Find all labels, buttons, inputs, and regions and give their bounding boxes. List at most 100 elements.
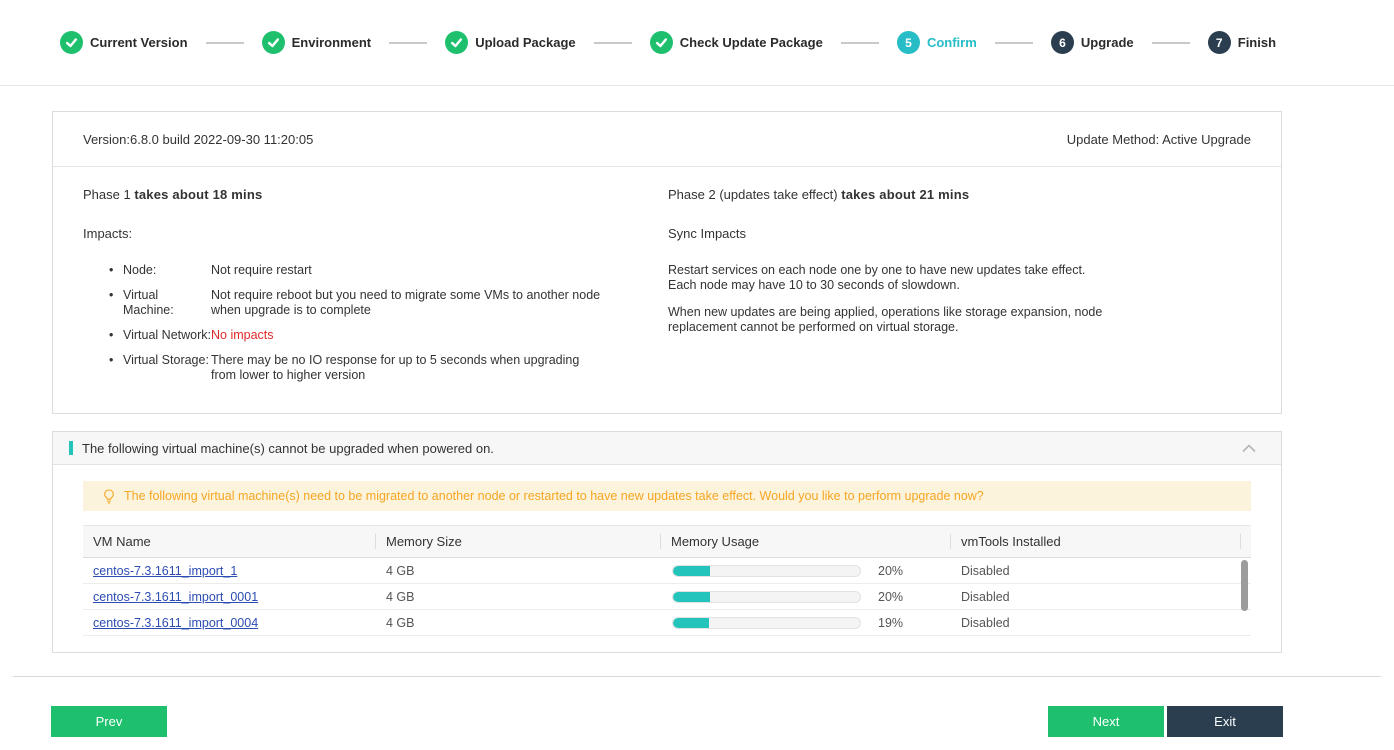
memory-usage-percent: 20% [878, 589, 904, 604]
impacts-label: Impacts: [83, 226, 133, 241]
next-button[interactable]: Next [1048, 706, 1164, 737]
vm-name-cell: centos-7.3.1611_import_0004 [83, 616, 376, 630]
phase1-column: Phase 1 takes about 18 mins Impacts: Nod… [83, 187, 668, 393]
scrollbar-thumb[interactable] [1241, 560, 1248, 611]
check-icon [267, 38, 279, 48]
vm-name-link[interactable]: centos-7.3.1611_import_1 [93, 563, 238, 578]
step-connector-line [389, 41, 428, 44]
step-label: Environment [291, 35, 372, 50]
step-connector-line [205, 41, 244, 44]
step-badge [261, 31, 285, 54]
memory-usage-bar [672, 616, 861, 629]
step-connector-line [593, 41, 632, 44]
main-content: Version:6.8.0 build 2022-09-30 11:20:05 … [0, 111, 1394, 737]
check-icon [655, 38, 667, 48]
step-badge [60, 31, 83, 54]
version-row: Version:6.8.0 build 2022-09-30 11:20:05 … [53, 112, 1281, 167]
memory-usage-bar [672, 590, 861, 603]
migration-notice-text: The following virtual machine(s) need to… [124, 489, 984, 503]
impact-text: No impacts [211, 328, 274, 342]
bulb-icon [104, 488, 114, 504]
vm-name-link[interactable]: centos-7.3.1611_import_0001 [93, 589, 259, 604]
memory-usage-percent: 20% [878, 563, 904, 578]
step-badge [445, 31, 469, 54]
migration-notice: The following virtual machine(s) need to… [83, 481, 1251, 511]
impact-item: Node: Not require restart [109, 263, 668, 278]
check-icon [451, 38, 463, 48]
memory-usage-bar-fill [673, 565, 711, 576]
step-connector-line [994, 41, 1033, 44]
stepper: Current Version Environment Upload Packa… [60, 31, 1276, 54]
exit-button[interactable]: Exit [1167, 706, 1283, 737]
prev-button[interactable]: Prev [51, 706, 167, 737]
phase1-title-duration: takes about 18 mins [134, 187, 263, 202]
step-number: 6 [1059, 35, 1066, 50]
impact-item: Virtual Network: No impacts [109, 328, 668, 343]
upgrade-info-panel: Version:6.8.0 build 2022-09-30 11:20:05 … [52, 111, 1282, 414]
vm-table: VM Name Memory Size Memory Usage vmTools… [83, 525, 1251, 636]
update-method-text: Update Method: Active Upgrade [1066, 131, 1251, 147]
step-check-update-package: Check Update Package [649, 31, 823, 54]
sync-impact-paragraph: When new updates are being applied, oper… [668, 305, 1103, 334]
phase2-column: Phase 2 (updates take effect) takes abou… [668, 187, 1251, 393]
vm-warning-panel: The following virtual machine(s) cannot … [52, 431, 1282, 653]
footer-divider [13, 676, 1381, 677]
step-upload-package: Upload Package [445, 31, 576, 54]
step-finish: 7 Finish [1207, 31, 1276, 54]
wizard-stepper-bar: Current Version Environment Upload Packa… [0, 0, 1394, 86]
column-header-vmtools: vmTools Installed [951, 526, 1251, 557]
memory-size-cell: 4 GB [386, 589, 415, 604]
table-row: centos-7.3.1611_import_1 4 GB 20% Disabl… [83, 558, 1251, 584]
step-label: Confirm [926, 35, 977, 50]
column-header-vm-name: VM Name [83, 526, 376, 557]
vmtools-cell: Disabled [961, 589, 1010, 604]
impact-text: Not require restart [211, 263, 312, 277]
step-connector-line [1151, 41, 1190, 44]
vm-section-body: The following virtual machine(s) need to… [53, 465, 1281, 652]
impact-label: Virtual Machine: [123, 288, 174, 317]
step-upgrade: 6 Upgrade [1050, 31, 1134, 54]
phase2-title-duration: takes about 21 mins [841, 187, 970, 202]
phase1-title: Phase 1 takes about 18 mins [83, 187, 668, 202]
step-label: Upload Package [475, 35, 576, 50]
phase1-title-prefix: Phase 1 [83, 187, 135, 202]
vm-name-cell: centos-7.3.1611_import_0001 [83, 590, 376, 604]
table-row: centos-7.3.1611_import_0001 4 GB 20% Dis… [83, 584, 1251, 610]
vm-table-body: centos-7.3.1611_import_1 4 GB 20% Disabl… [83, 558, 1251, 636]
vm-name-link[interactable]: centos-7.3.1611_import_0004 [93, 615, 259, 630]
memory-usage-cell: 19% [661, 616, 951, 630]
impact-text: There may be no IO response for up to 5 … [211, 353, 580, 382]
step-environment: Environment [261, 31, 372, 54]
step-current-version: Current Version [60, 31, 188, 54]
step-label: Upgrade [1080, 35, 1134, 50]
sync-impacts-label: Sync Impacts [668, 226, 747, 241]
chevron-up-icon[interactable] [1241, 443, 1257, 453]
step-connector-line [840, 41, 879, 44]
vmtools-cell: Disabled [961, 615, 1010, 630]
step-confirm: 5 Confirm [896, 31, 977, 54]
impact-label: Virtual Network: [123, 328, 211, 342]
memory-usage-cell: 20% [661, 590, 951, 604]
step-label: Current Version [90, 35, 188, 50]
vm-section-title: The following virtual machine(s) cannot … [82, 440, 494, 456]
memory-usage-bar-fill [673, 617, 709, 628]
step-label: Check Update Package [679, 35, 823, 50]
impact-list: Node: Not require restart Virtual Machin… [83, 263, 668, 383]
step-badge [649, 31, 673, 54]
step-badge: 5 [896, 31, 920, 54]
vm-section-header[interactable]: The following virtual machine(s) cannot … [53, 432, 1281, 465]
step-badge: 7 [1207, 31, 1231, 54]
step-number: 7 [1215, 35, 1223, 50]
phase2-title-prefix: Phase 2 (updates take effect) [668, 187, 842, 202]
memory-size-cell: 4 GB [386, 563, 415, 578]
memory-size-cell: 4 GB [386, 615, 415, 630]
impact-item: Virtual Machine: Not require reboot but … [109, 288, 668, 318]
section-accent-bar [69, 441, 73, 455]
sync-impact-paragraph: Restart services on each node one by one… [668, 263, 1086, 292]
memory-usage-percent: 19% [878, 615, 904, 630]
sync-impacts-paragraphs: Restart services on each node one by one… [668, 263, 1251, 335]
impact-label: Node: [123, 263, 157, 277]
memory-usage-bar-fill [673, 591, 711, 602]
vm-table-header: VM Name Memory Size Memory Usage vmTools… [83, 526, 1251, 558]
vmtools-cell: Disabled [961, 563, 1010, 578]
